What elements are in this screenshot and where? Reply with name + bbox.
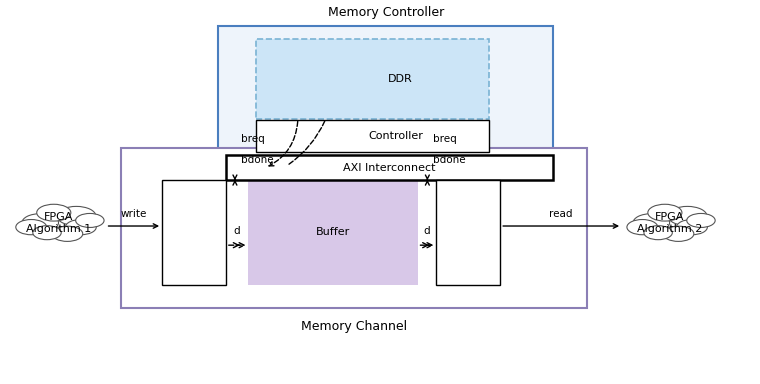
Text: FPGA
Algorithm 2: FPGA Algorithm 2 (637, 212, 702, 234)
Circle shape (647, 210, 692, 233)
Text: Controller: Controller (369, 131, 423, 141)
Bar (218, 26, 553, 182)
Circle shape (65, 220, 97, 235)
Circle shape (644, 226, 673, 240)
Bar (226, 155, 553, 180)
Text: Protocol: Protocol (172, 227, 217, 237)
Circle shape (33, 226, 62, 240)
Circle shape (687, 214, 715, 227)
Circle shape (36, 204, 71, 221)
Bar (256, 39, 489, 119)
Bar (436, 180, 500, 285)
Circle shape (57, 206, 96, 226)
Circle shape (36, 210, 81, 233)
Circle shape (52, 226, 83, 242)
Circle shape (676, 220, 708, 235)
Circle shape (668, 206, 707, 226)
Text: DDR: DDR (388, 74, 413, 84)
Text: bdone: bdone (433, 155, 466, 165)
Bar (249, 180, 417, 285)
Text: Memory Controller: Memory Controller (328, 6, 444, 19)
Circle shape (663, 226, 694, 242)
Circle shape (16, 220, 46, 235)
Circle shape (633, 214, 670, 232)
Circle shape (76, 214, 104, 227)
Bar (162, 180, 226, 285)
Bar (121, 148, 587, 308)
Text: Protocol: Protocol (446, 227, 491, 237)
Text: d: d (234, 226, 240, 236)
Text: breq: breq (433, 134, 457, 144)
Text: bdone: bdone (241, 155, 274, 165)
Text: write: write (121, 209, 147, 219)
Text: FPGA
Algorithm 1: FPGA Algorithm 1 (26, 212, 91, 234)
Bar (256, 120, 489, 152)
Text: read: read (549, 209, 573, 219)
Text: Buffer: Buffer (316, 227, 350, 237)
Text: d: d (423, 226, 430, 236)
Circle shape (627, 220, 657, 235)
Text: Memory Channel: Memory Channel (301, 319, 407, 333)
Text: AXI Interconnect: AXI Interconnect (344, 163, 435, 173)
Text: breq: breq (241, 134, 264, 144)
Circle shape (648, 204, 682, 221)
Circle shape (22, 214, 59, 232)
